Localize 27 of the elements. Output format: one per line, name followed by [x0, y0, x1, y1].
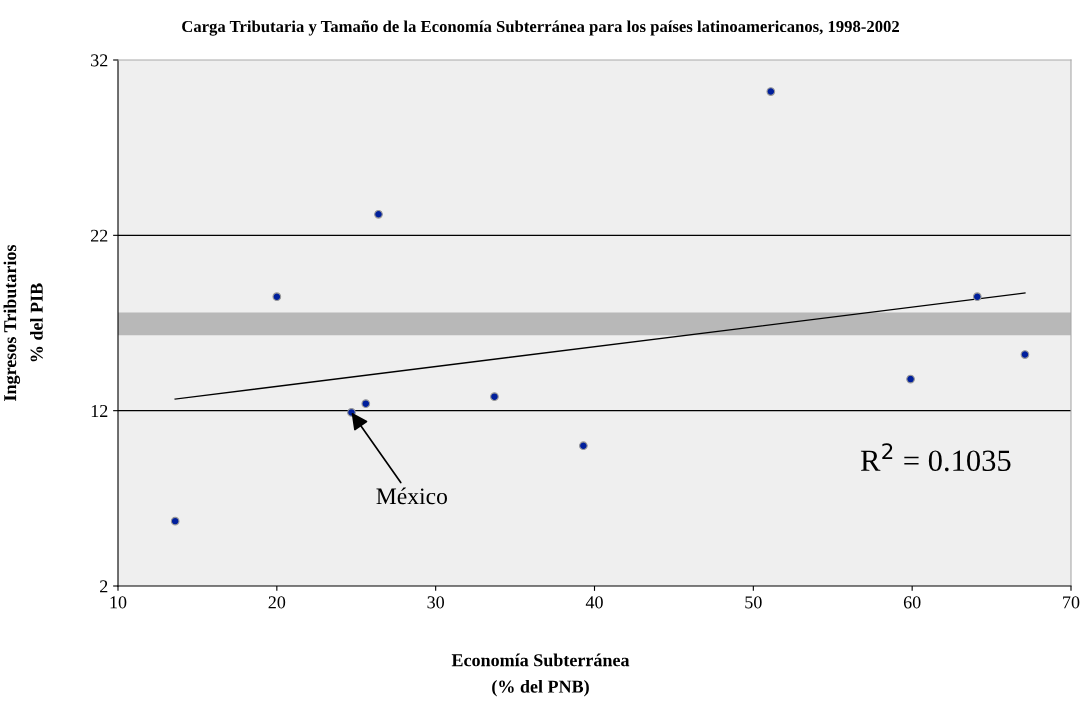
point	[906, 374, 915, 384]
point	[272, 292, 282, 302]
x-tick-label: 50	[745, 596, 762, 609]
y-tick-label: 2	[100, 580, 108, 593]
point	[347, 408, 356, 417]
y-axis-title: Ingresos Tributarios % del PIB	[3, 244, 43, 401]
point	[490, 392, 499, 401]
y-tick-label: 22	[91, 229, 108, 242]
x-tick-label: 30	[427, 596, 445, 609]
point	[374, 209, 383, 219]
x-tick-label: 60	[903, 596, 921, 609]
x-tick-label: 40	[585, 596, 603, 609]
y-tick-label: 32	[91, 54, 108, 67]
annotation: R$^{2}$ = 0.1035	[860, 443, 1011, 472]
y-tick-label: 12	[91, 404, 108, 417]
chart-title: Carga Tributaria y Tamaño de la Economía Subterránea para los países latinoamericanos, 1998-2002	[182, 20, 899, 36]
point	[170, 516, 180, 526]
point	[972, 292, 982, 302]
point	[1020, 350, 1030, 359]
point	[361, 399, 371, 409]
x-axis-title: Economía Subterránea (% del PNB)	[451, 653, 630, 697]
x-tick-label: 70	[1063, 596, 1080, 609]
annotation: México	[376, 487, 447, 505]
point	[579, 441, 588, 451]
point	[766, 87, 776, 96]
x-tick-label: 10	[110, 596, 127, 609]
x-tick-label: 20	[268, 596, 286, 609]
